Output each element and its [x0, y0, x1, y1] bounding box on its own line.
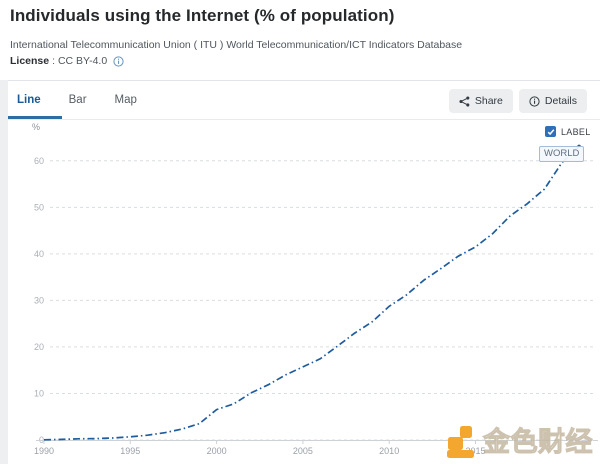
tab-map[interactable]: Map — [114, 94, 137, 106]
source-subtitle: International Telecommunication Union ( … — [10, 39, 463, 51]
details-button[interactable]: Details — [518, 89, 587, 113]
y-tick-label: 50 — [34, 202, 44, 212]
tab-bar: Line Bar Map Share — [8, 81, 600, 120]
tab-bar-chart[interactable]: Bar — [68, 94, 87, 106]
x-tick-label: 2010 — [379, 446, 399, 456]
tab-line[interactable]: Line — [17, 94, 41, 106]
details-label: Details — [544, 95, 577, 107]
left-gutter — [0, 80, 8, 464]
license-label: License — [10, 55, 50, 67]
license-value: : CC BY-4.0 — [52, 55, 108, 67]
x-tick-label: 2015 — [465, 446, 485, 456]
y-tick-label: 10 — [34, 388, 44, 398]
series-annotation-world: WORLD — [539, 146, 585, 162]
license-info-icon[interactable] — [113, 55, 124, 67]
y-tick-label: 20 — [34, 342, 44, 352]
x-tick-label: 1995 — [120, 446, 140, 456]
share-button[interactable]: Share — [448, 89, 513, 113]
active-tab-indicator — [8, 116, 62, 119]
label-checkbox-text: LABEL — [561, 126, 591, 137]
chart-panel: Line Bar Map Share — [8, 80, 600, 464]
details-info-icon — [529, 95, 540, 107]
y-axis-unit: % — [32, 122, 40, 132]
y-tick-label: 60 — [34, 156, 44, 166]
x-tick-label: 2000 — [207, 446, 227, 456]
data-line-world — [43, 145, 580, 441]
page-title: Individuals using the Internet (% of pop… — [10, 6, 395, 25]
license-row: License : CC BY-4.0 — [10, 55, 124, 67]
y-tick-label: 30 — [34, 295, 44, 305]
x-tick-label: 2005 — [293, 446, 313, 456]
share-icon — [459, 95, 470, 107]
x-tick-label: 1990 — [34, 446, 54, 456]
checkbox-checked-icon[interactable] — [545, 126, 556, 137]
share-label: Share — [474, 95, 503, 107]
label-checkbox[interactable]: LABEL — [545, 126, 591, 137]
y-tick-label: 40 — [34, 249, 44, 259]
